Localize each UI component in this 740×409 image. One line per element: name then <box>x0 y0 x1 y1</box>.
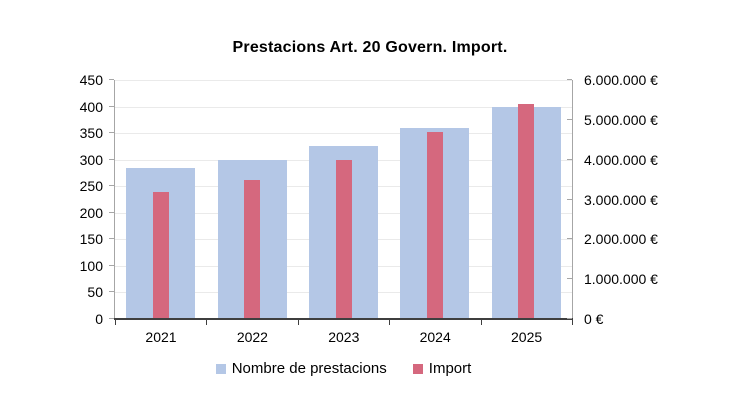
left-axis-tick <box>109 185 114 187</box>
category-label-2022: 2022 <box>236 329 268 345</box>
legend-swatch-icon <box>215 363 226 374</box>
left-axis-tick-label: 250 <box>79 178 103 195</box>
left-axis-tick <box>109 132 114 134</box>
right-axis-tick-label: 1.000.000 € <box>584 271 658 288</box>
left-axis-tick <box>109 318 114 319</box>
gridline <box>115 80 572 81</box>
left-axis-tick-label: 400 <box>79 98 103 115</box>
left-axis-tick <box>109 79 114 80</box>
x-axis-tick <box>297 320 299 325</box>
left-axis-tick-label: 0 <box>95 311 103 327</box>
right-axis-tick-label: 3.000.000 € <box>584 191 658 208</box>
left-axis-tick-label: 50 <box>87 284 103 301</box>
chart-title: Prestacions Art. 20 Govern. Import. <box>232 39 508 56</box>
left-axis-line <box>114 80 115 319</box>
left-axis-tick <box>109 264 114 266</box>
gridline <box>115 133 572 135</box>
right-axis-tick <box>567 238 572 240</box>
legend: Nombre de prestacions Import <box>115 360 572 377</box>
bar-import-2023 <box>335 159 352 319</box>
bar-import-2024 <box>426 131 443 319</box>
legend-item-nombre: Nombre de prestacions <box>215 360 387 377</box>
x-axis-tick <box>480 320 482 325</box>
x-axis-tick <box>115 320 116 325</box>
left-axis-tick-label: 450 <box>79 72 103 88</box>
category-label-2023: 2023 <box>328 329 360 345</box>
right-axis-tick <box>567 158 572 160</box>
x-axis-tick <box>206 320 208 325</box>
right-axis-line <box>572 80 573 319</box>
left-axis-tick <box>109 291 114 293</box>
left-axis-tick-label: 100 <box>79 257 103 274</box>
bar-import-2022 <box>244 179 261 319</box>
right-axis-tick <box>567 198 572 200</box>
legend-item-import: Import <box>412 360 472 377</box>
legend-label: Import <box>428 360 472 377</box>
category-label-2025: 2025 <box>511 329 543 345</box>
right-axis-tick <box>567 278 572 280</box>
left-axis-tick-label: 300 <box>79 151 103 168</box>
right-axis-tick-label: 6.000.000 € <box>584 72 658 88</box>
left-axis-tick-label: 200 <box>79 204 103 221</box>
right-axis-tick <box>567 318 572 319</box>
category-label-2021: 2021 <box>145 329 177 345</box>
right-axis-tick <box>567 79 572 80</box>
left-axis-tick <box>109 158 114 160</box>
left-axis-tick-label: 350 <box>79 125 103 142</box>
bar-import-2021 <box>152 191 169 319</box>
right-axis-tick-label: 5.000.000 € <box>584 111 658 128</box>
right-axis-tick-label: 2.000.000 € <box>584 231 658 248</box>
left-axis-tick <box>109 105 114 107</box>
bar-import-2025 <box>518 103 535 319</box>
left-axis-tick-label: 150 <box>79 231 103 248</box>
gridline <box>115 106 572 108</box>
right-axis-tick <box>567 118 572 120</box>
left-axis-tick <box>109 238 114 240</box>
plot-area <box>114 80 573 320</box>
legend-swatch-icon <box>412 363 423 374</box>
bottom-axis-line <box>114 318 573 320</box>
left-axis-tick <box>109 211 114 213</box>
x-axis-tick <box>389 320 391 325</box>
legend-label: Nombre de prestacions <box>231 360 387 377</box>
category-label-2024: 2024 <box>419 329 451 345</box>
right-axis-tick-label: 0 € <box>584 311 604 327</box>
right-axis-tick-label: 4.000.000 € <box>584 151 658 168</box>
x-axis-tick <box>572 320 573 325</box>
